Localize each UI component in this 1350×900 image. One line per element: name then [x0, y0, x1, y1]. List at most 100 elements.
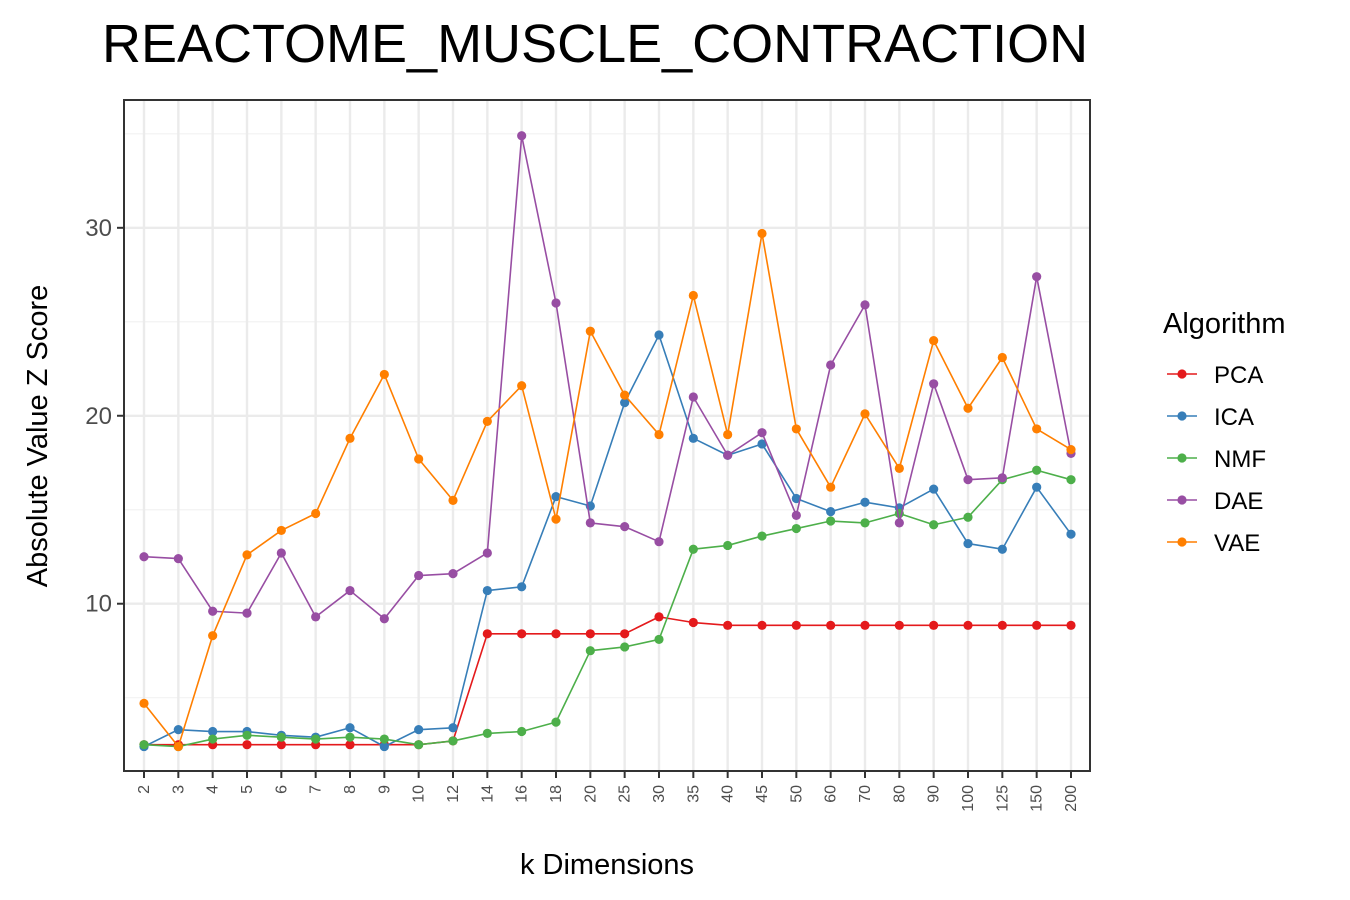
data-point-pca [963, 620, 973, 630]
data-point-pca [517, 629, 527, 639]
data-point-dae [345, 585, 355, 596]
data-point-pca [826, 620, 836, 630]
data-point-pca [276, 740, 286, 750]
data-point-vae [894, 463, 904, 473]
series-ica [139, 330, 1076, 752]
legend-title: Algorithm [1163, 308, 1286, 340]
data-point-nmf [757, 531, 767, 541]
data-point-pca [860, 620, 870, 630]
data-point-nmf [860, 518, 870, 528]
x-tick-label: 12 [445, 785, 462, 803]
x-tick-label: 200 [1063, 785, 1080, 812]
data-point-nmf [139, 740, 149, 750]
grid-minor [124, 133, 1090, 699]
data-point-nmf [1032, 465, 1042, 475]
series-vae [139, 228, 1076, 752]
data-point-dae [276, 548, 286, 558]
data-point-vae [688, 290, 698, 301]
data-point-nmf [654, 634, 664, 645]
x-tick-label: 25 [617, 785, 634, 803]
data-point-nmf [723, 540, 733, 551]
data-point-nmf [551, 717, 561, 727]
data-point-pca [482, 629, 492, 639]
data-point-ica [963, 538, 973, 549]
data-point-vae [379, 369, 389, 380]
x-axis-label: k Dimensions [520, 849, 694, 881]
data-point-pca [654, 612, 664, 622]
data-point-vae [826, 482, 836, 492]
data-point-vae [242, 550, 252, 560]
data-point-vae [208, 631, 218, 641]
data-point-dae [826, 360, 836, 370]
data-point-dae [997, 473, 1007, 483]
data-point-dae [688, 392, 698, 402]
data-point-pca [997, 620, 1007, 630]
data-point-dae [929, 379, 939, 389]
data-point-pca [894, 620, 904, 630]
data-point-pca [929, 620, 939, 630]
data-point-ica [1066, 529, 1076, 539]
data-point-nmf [791, 523, 801, 534]
legend-items: PCA ICA NMF DAE VAE [1167, 362, 1266, 557]
data-point-nmf [929, 520, 939, 530]
data-point-dae [585, 518, 595, 528]
data-point-ica [791, 493, 801, 504]
data-point-dae [379, 614, 389, 624]
data-point-vae [929, 335, 939, 346]
data-point-dae [1032, 272, 1042, 282]
series-line-dae [143, 134, 1072, 620]
data-point-nmf [482, 728, 492, 739]
legend-item-vae: VAE [1167, 530, 1260, 557]
data-point-pca [757, 620, 767, 630]
data-point-nmf [345, 732, 355, 742]
data-point-nmf [517, 726, 527, 737]
data-point-vae [517, 381, 527, 391]
data-point-ica [620, 398, 630, 408]
x-tick-label: 4 [205, 785, 222, 794]
data-point-ica [448, 723, 458, 733]
legend-key-point [1177, 537, 1187, 547]
data-point-nmf [688, 544, 698, 554]
data-point-ica [345, 723, 355, 733]
x-tick-label: 30 [651, 785, 668, 803]
x-tick-label: 35 [685, 785, 702, 803]
legend-key-point [1177, 495, 1187, 505]
data-point-ica [654, 330, 664, 340]
x-tick-label: 8 [342, 785, 359, 794]
data-point-dae [448, 569, 458, 579]
data-point-dae [173, 554, 183, 564]
data-point-dae [139, 552, 149, 562]
x-tick-label: 125 [994, 785, 1011, 812]
legend-label: ICA [1214, 404, 1254, 431]
data-point-vae [173, 741, 183, 752]
data-point-pca [723, 620, 733, 630]
data-point-nmf [242, 730, 252, 740]
x-tick-label: 2 [136, 785, 153, 794]
x-tick-label: 45 [754, 785, 771, 803]
data-point-dae [551, 298, 561, 308]
legend: Algorithm PCA ICA NMF DAE VAE [1163, 308, 1286, 557]
data-point-ica [551, 491, 561, 502]
x-tick-label: 70 [857, 785, 874, 803]
data-point-nmf [448, 736, 458, 746]
x-tick-label: 14 [479, 785, 496, 803]
data-point-nmf [1066, 475, 1076, 485]
data-point-nmf [585, 646, 595, 656]
data-point-nmf [208, 734, 218, 744]
series-line-ica [143, 334, 1072, 748]
data-point-ica [997, 544, 1007, 554]
legend-label: DAE [1214, 488, 1263, 515]
data-point-nmf [414, 740, 424, 750]
data-point-vae [860, 409, 870, 419]
data-point-nmf [620, 642, 630, 652]
data-point-dae [517, 131, 527, 141]
data-point-dae [620, 522, 630, 532]
data-point-dae [791, 510, 801, 520]
data-point-vae [139, 698, 149, 708]
data-point-vae [311, 508, 321, 519]
data-point-ica [757, 439, 767, 449]
legend-key-point [1177, 453, 1187, 463]
x-tick-label: 90 [926, 785, 943, 803]
data-point-dae [482, 548, 492, 558]
legend-item-dae: DAE [1167, 488, 1263, 515]
